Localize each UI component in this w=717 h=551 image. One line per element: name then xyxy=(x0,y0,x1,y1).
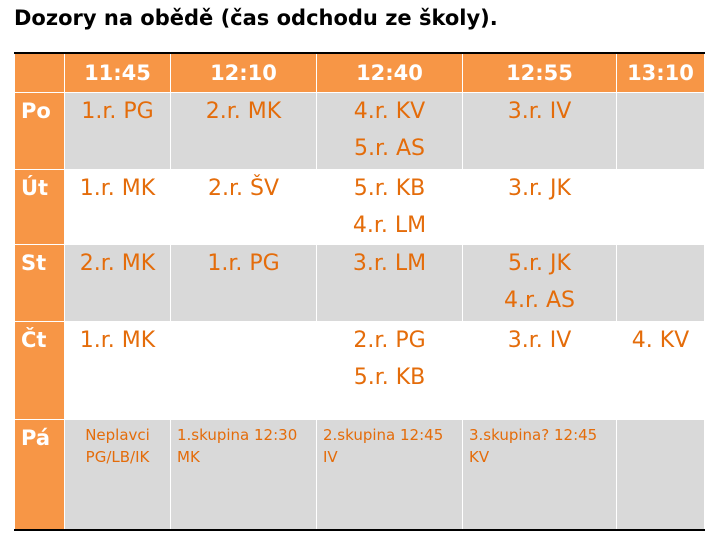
cell xyxy=(616,92,705,170)
row: Čt 1.r. MK 2.r. PG 5.r. KB 3.r. IV 4. KV xyxy=(14,321,705,420)
cell: 3.r. IV xyxy=(462,321,617,420)
row: Po 1.r. PG 2.r. MK 4.r. KV 5.r. AS 3.r. IV xyxy=(14,92,705,170)
cell-text: 5.r. AS xyxy=(353,136,426,161)
cell-text: 4.r. KV xyxy=(353,99,426,124)
header-row: 11:45 12:10 12:40 12:55 13:10 xyxy=(14,52,705,93)
day-label: St xyxy=(14,244,65,322)
cell: 4.r. KV 5.r. AS xyxy=(316,92,463,170)
cell-text: MK xyxy=(177,448,200,466)
cell-text: 1.r. PG xyxy=(81,99,154,124)
cell-text: 4. KV xyxy=(631,328,690,353)
day-label: Po xyxy=(14,92,65,170)
cell: 1.r. MK xyxy=(64,321,171,420)
cell-text: 4.r. AS xyxy=(503,288,576,313)
cell-text: 3.r. IV xyxy=(507,99,572,124)
column-header: 12:55 xyxy=(462,52,617,93)
corner-cell xyxy=(14,52,65,93)
cell-text: 2.r. MK xyxy=(79,251,156,276)
cell-text: 1.r. MK xyxy=(79,176,156,201)
cell-text: 2.r. ŠV xyxy=(207,176,280,201)
cell-text: 1.skupina 12:30 xyxy=(177,426,298,444)
cell-text: Neplavci xyxy=(85,426,150,444)
cell: 5.r. KB 4.r. LM xyxy=(316,169,463,245)
cell-text: 3.r. LM xyxy=(352,251,427,276)
cell xyxy=(616,244,705,322)
row: Út 1.r. MK 2.r. ŠV 5.r. KB 4.r. LM 3.r. JK xyxy=(14,169,705,245)
column-header: 12:10 xyxy=(170,52,317,93)
row: Pá Neplavci PG/LB/IK 1.skupina 12:30 MK 2.sku… xyxy=(14,419,705,530)
cell: 3.r. IV xyxy=(462,92,617,170)
cell-text: 3.r. JK xyxy=(508,176,571,201)
cell-text: IV xyxy=(323,448,338,466)
day-label: Út xyxy=(14,169,65,245)
column-header: 11:45 xyxy=(64,52,171,93)
cell-text: 1.r. PG xyxy=(207,251,280,276)
day-label: Čt xyxy=(14,321,65,420)
row: St 2.r. MK 1.r. PG 3.r. LM 5.r. JK 4.r. AS xyxy=(14,244,705,322)
cell-text: 1.r. MK xyxy=(79,328,156,353)
cell: 2.r. ŠV xyxy=(170,169,317,245)
column-header: 13:10 xyxy=(616,52,705,93)
cell: 2.r. MK xyxy=(64,244,171,322)
cell: 2.r. MK xyxy=(170,92,317,170)
cell xyxy=(616,419,705,530)
day-label: Pá xyxy=(14,419,65,530)
cell: 4. KV xyxy=(616,321,705,420)
cell: 5.r. JK 4.r. AS xyxy=(462,244,617,322)
cell-text: 2.r. MK xyxy=(205,99,282,124)
title: Dozory na obědě (čas odchodu ze školy). xyxy=(14,6,498,30)
cell xyxy=(616,169,705,245)
cell: Neplavci PG/LB/IK xyxy=(64,419,171,530)
cell-text: 5.r. KB xyxy=(353,365,426,390)
cell: 3.r. JK xyxy=(462,169,617,245)
schedule-table: 11:45 12:10 12:40 12:55 13:10 Po 1.r. PG 2.r. M… xyxy=(14,52,705,531)
cell: 3.skupina? 12:45 KV xyxy=(462,419,617,530)
cell-text: 2.skupina 12:45 xyxy=(323,426,444,444)
cell-text: 3.r. IV xyxy=(507,328,572,353)
cell-text: 5.r. JK xyxy=(508,251,571,276)
cell-text: 5.r. KB xyxy=(353,176,426,201)
cell: 1.r. PG xyxy=(64,92,171,170)
cell xyxy=(170,321,317,420)
cell-text: PG/LB/IK xyxy=(85,448,150,466)
cell-text: KV xyxy=(469,448,490,466)
cell-text: 4.r. LM xyxy=(352,213,427,238)
column-header: 12:40 xyxy=(316,52,463,93)
cell: 2.r. PG 5.r. KB xyxy=(316,321,463,420)
cell-text: 2.r. PG xyxy=(353,328,426,353)
cell: 2.skupina 12:45 IV xyxy=(316,419,463,530)
cell: 1.skupina 12:30 MK xyxy=(170,419,317,530)
cell: 1.r. MK xyxy=(64,169,171,245)
cell-text: 3.skupina? 12:45 xyxy=(469,426,598,444)
cell: 3.r. LM xyxy=(316,244,463,322)
cell: 1.r. PG xyxy=(170,244,317,322)
